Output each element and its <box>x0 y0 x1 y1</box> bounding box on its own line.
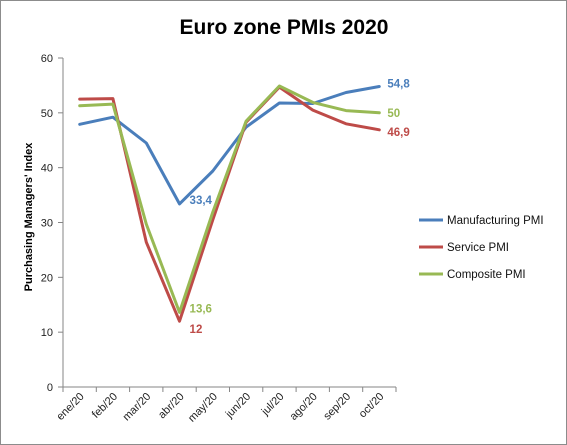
x-tick-label: ene/20 <box>54 391 86 423</box>
series-line-composite-pmi <box>78 84 381 314</box>
chart-title: Euro zone PMIs 2020 <box>180 16 389 39</box>
x-tick-label: jun/20 <box>223 391 253 421</box>
x-tick-label: sep/20 <box>321 391 353 423</box>
legend-label: Composite PMI <box>447 269 526 281</box>
data-label: 50 <box>387 108 400 120</box>
y-tick-label: 60 <box>41 53 53 65</box>
series-lines <box>78 84 381 323</box>
series-line-manufacturing-pmi <box>78 85 381 206</box>
y-tick-label: 0 <box>47 382 53 394</box>
data-label: 33,4 <box>190 195 213 207</box>
series-line-service-pmi <box>78 85 381 323</box>
y-tick-label: 40 <box>41 163 53 175</box>
data-label: 13,6 <box>190 303 212 315</box>
x-tick-label: mar/20 <box>121 391 154 424</box>
x-tick-label: feb/20 <box>90 391 120 421</box>
y-tick-label: 20 <box>41 272 53 284</box>
legend: Manufacturing PMI Service PMI Composite PM… <box>419 215 544 281</box>
y-tick-label: 30 <box>41 218 53 230</box>
y-tick-label: 50 <box>41 108 53 120</box>
data-label: 12 <box>190 324 203 336</box>
y-tick-label: 10 <box>41 327 53 339</box>
x-tick-label: oct/20 <box>357 391 387 421</box>
x-tick-label: ago/20 <box>288 391 320 423</box>
legend-label: Manufacturing PMI <box>447 215 544 227</box>
data-label: 54,8 <box>387 79 410 91</box>
x-tick-label: abr/20 <box>156 391 187 422</box>
legend-label: Service PMI <box>447 242 509 254</box>
x-tick-label: may/20 <box>186 391 220 425</box>
x-tick-label: jul/20 <box>259 391 287 419</box>
y-axis-label: Purchasing Managers' Index <box>23 142 35 292</box>
data-labels: 33,4 54,8 12 46,9 13,6 50 <box>190 79 411 337</box>
data-label: 46,9 <box>387 127 409 139</box>
